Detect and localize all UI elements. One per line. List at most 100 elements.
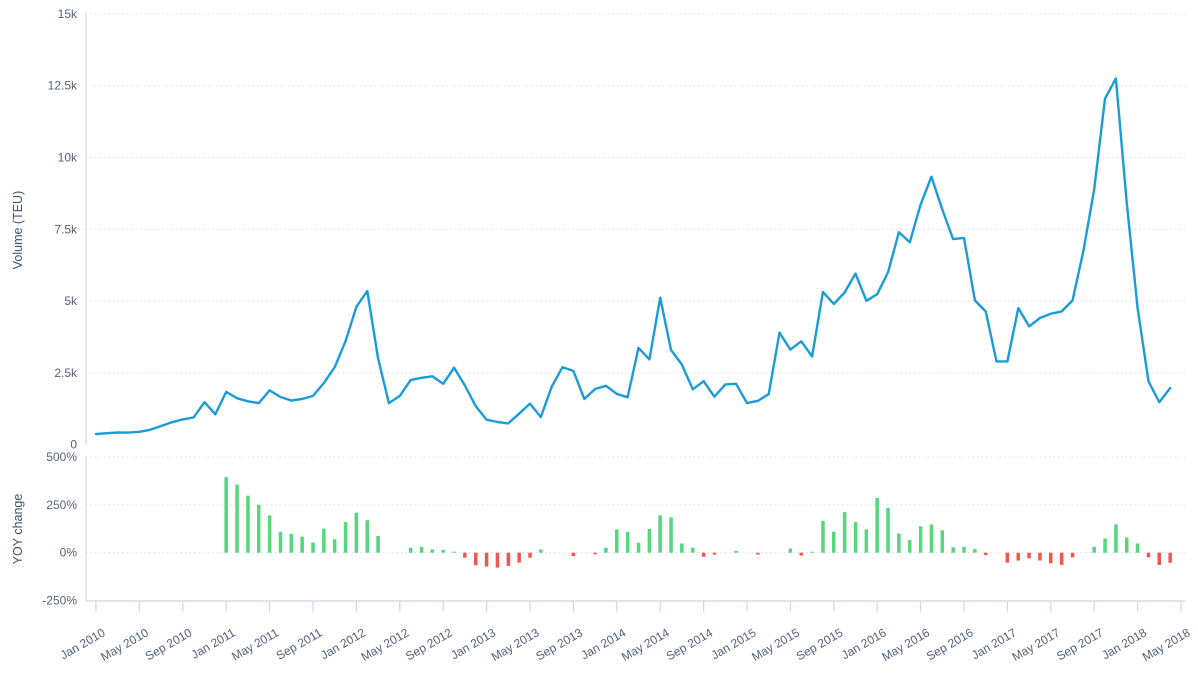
yoy-bar-positive bbox=[951, 547, 955, 553]
yoy-bar-positive bbox=[864, 529, 869, 553]
yoy-bar-negative bbox=[506, 552, 511, 566]
yoy-bar-positive bbox=[1125, 537, 1129, 553]
yoy-bar-negative bbox=[517, 552, 521, 563]
yoy-bar-positive bbox=[940, 530, 944, 553]
x-tick-label: May 2011 bbox=[229, 625, 281, 663]
yoy-bar-negative bbox=[983, 552, 988, 555]
axes bbox=[85, 13, 1185, 612]
yoy-bar-positive bbox=[224, 477, 228, 553]
yoy-bar-negative bbox=[701, 552, 706, 557]
yoy-bar-negative bbox=[495, 552, 500, 568]
yoy-bar-negative bbox=[1146, 552, 1151, 558]
volume-ytick-label: 12.5k bbox=[48, 79, 78, 93]
yoy-bar-series bbox=[224, 477, 1172, 568]
yoy-bar-negative bbox=[1157, 552, 1161, 565]
yoy-bar-positive bbox=[408, 547, 413, 553]
x-tick-label: Sep 2017 bbox=[1054, 625, 1106, 663]
yoy-bar-positive bbox=[235, 484, 239, 553]
volume-line-series bbox=[94, 77, 1172, 436]
x-tick-label: Sep 2011 bbox=[274, 625, 325, 663]
yoy-ytick-label: -250% bbox=[42, 594, 77, 608]
yoy-bar-positive bbox=[734, 551, 738, 553]
yoy-bar-positive bbox=[441, 550, 445, 553]
x-tick-label: May 2018 bbox=[1140, 625, 1193, 664]
yoy-bar-positive bbox=[1092, 546, 1096, 553]
yoy-bar-positive bbox=[452, 551, 456, 553]
yoy-bar-positive bbox=[376, 535, 380, 553]
yoy-bar-positive bbox=[929, 524, 934, 553]
yoy-bar-positive bbox=[680, 543, 684, 553]
yoy-bar-positive bbox=[875, 498, 879, 553]
volume-ytick-label: 15k bbox=[58, 7, 78, 21]
yoy-ytick-label: 250% bbox=[46, 498, 77, 512]
yoy-bar-negative bbox=[1168, 552, 1172, 563]
yoy-bar-negative bbox=[1059, 552, 1064, 565]
yoy-bar-positive bbox=[897, 533, 901, 553]
yoy-bar-negative bbox=[1070, 552, 1075, 558]
yoy-ytick-labels: 500% 250% 0% -250% bbox=[42, 450, 77, 608]
x-tick-label: Sep 2015 bbox=[794, 625, 846, 663]
yoy-bar-positive bbox=[257, 505, 261, 553]
volume-axis-title: Volume (TEU) bbox=[11, 191, 25, 270]
yoy-bar-positive bbox=[1114, 524, 1118, 553]
yoy-bar-negative bbox=[1038, 552, 1042, 561]
yoy-bar-positive bbox=[267, 515, 272, 553]
yoy-bar-positive bbox=[625, 531, 630, 553]
yoy-bar-positive bbox=[365, 520, 369, 553]
x-tick-label: May 2017 bbox=[1010, 625, 1063, 664]
yoy-bar-positive bbox=[354, 512, 359, 553]
volume-line-path bbox=[94, 77, 1172, 436]
yoy-bar-positive bbox=[636, 542, 641, 553]
yoy-bar-negative bbox=[463, 552, 467, 558]
x-tick-label: May 2010 bbox=[98, 625, 151, 664]
yoy-bar-positive bbox=[886, 507, 890, 553]
yoy-bar-positive bbox=[669, 517, 673, 553]
yoy-bar-positive bbox=[300, 536, 304, 553]
yoy-bar-positive bbox=[810, 551, 814, 553]
yoy-bar-positive bbox=[842, 512, 847, 553]
volume-gridlines bbox=[86, 13, 1185, 374]
yoy-bar-positive bbox=[908, 540, 912, 553]
yoy-bar-positive bbox=[311, 542, 315, 553]
x-tick-label: Sep 2013 bbox=[533, 625, 585, 663]
volume-ytick-labels: 0 2.5k 5k 7.5k 10k 12.5k 15k bbox=[48, 7, 78, 452]
volume-ytick-label: 10k bbox=[58, 151, 78, 165]
x-tick-label: Sep 2012 bbox=[403, 625, 455, 663]
x-tick-label: May 2016 bbox=[879, 625, 932, 664]
yoy-bar-positive bbox=[278, 531, 283, 553]
x-tick-label: Sep 2014 bbox=[664, 625, 716, 663]
yoy-bar-negative bbox=[712, 552, 717, 555]
volume-ytick-label: 2.5k bbox=[54, 366, 78, 380]
yoy-bar-negative bbox=[474, 552, 478, 566]
yoy-gridlines bbox=[86, 456, 1185, 602]
yoy-bar-positive bbox=[647, 529, 652, 553]
yoy-ytick-label: 0% bbox=[60, 546, 78, 560]
x-tick-label: Sep 2010 bbox=[143, 625, 195, 663]
x-tick-label: Jan 2011 bbox=[189, 625, 238, 662]
yoy-bar-negative bbox=[756, 552, 760, 555]
yoy-bar-negative bbox=[1027, 552, 1031, 559]
yoy-bar-positive bbox=[691, 547, 695, 553]
yoy-bar-positive bbox=[973, 549, 977, 553]
yoy-bar-negative bbox=[571, 552, 576, 556]
yoy-bar-positive bbox=[539, 549, 543, 553]
volume-ytick-label: 7.5k bbox=[54, 222, 78, 236]
yoy-bar-positive bbox=[918, 526, 923, 553]
yoy-bar-negative bbox=[1016, 552, 1020, 561]
yoy-bar-positive bbox=[1135, 543, 1140, 553]
yoy-bar-positive bbox=[289, 533, 293, 553]
x-tick-label: May 2015 bbox=[749, 625, 802, 664]
x-tick-label: May 2014 bbox=[619, 625, 672, 664]
yoy-bar-positive bbox=[419, 546, 424, 553]
yoy-bar-positive bbox=[604, 547, 608, 553]
yoy-bar-positive bbox=[343, 522, 348, 553]
yoy-bar-positive bbox=[1103, 538, 1107, 553]
yoy-bar-positive bbox=[832, 531, 836, 553]
yoy-bar-negative bbox=[1005, 552, 1010, 563]
yoy-bar-positive bbox=[430, 549, 435, 553]
yoy-ytick-label: 500% bbox=[46, 450, 77, 464]
yoy-bar-positive bbox=[332, 539, 337, 553]
